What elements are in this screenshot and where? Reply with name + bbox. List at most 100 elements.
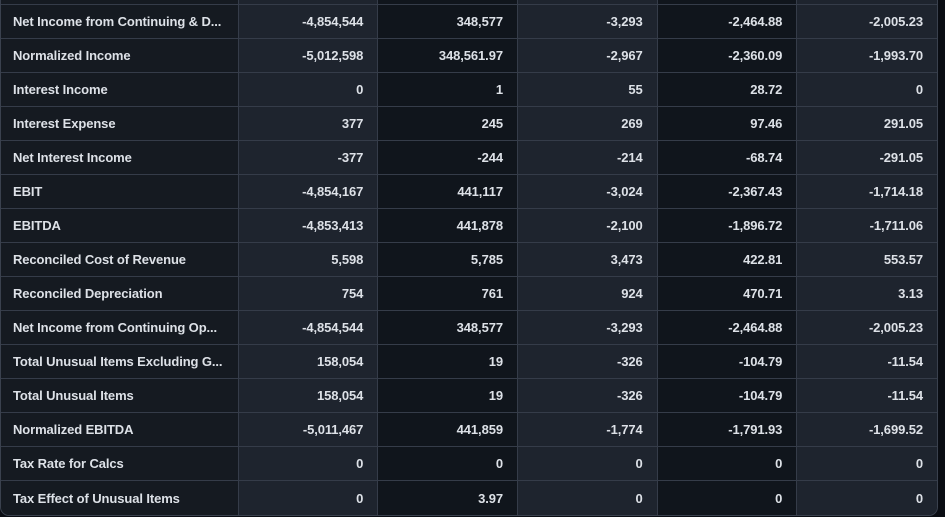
row-label: EBIT	[1, 175, 239, 208]
value-cell: -2,967	[517, 39, 658, 72]
table-row[interactable]: EBIT -4,854,167 441,117 -3,024 -2,367.43 -1,7…	[1, 175, 937, 209]
table-row[interactable]: Net Interest Income -377 -244 -214 -68.74 -29…	[1, 141, 937, 175]
value-cell: -4,854,544	[238, 311, 379, 344]
value-cell: 3.97	[378, 481, 518, 515]
table-row[interactable]: Reconciled Cost of Revenue 5,598 5,785 3,47…	[1, 243, 937, 277]
value-cell: 158,054	[238, 345, 379, 378]
row-label: Reconciled Depreciation	[1, 277, 239, 310]
value-cell: 245	[378, 107, 518, 140]
value-cell: 348,577	[378, 5, 518, 38]
value-cell: -2,100	[517, 209, 658, 242]
value-cell: 0	[517, 481, 658, 515]
table-row[interactable]: Reconciled Depreciation 754 761 924 470.71 3.…	[1, 277, 937, 311]
value-cell: -2,005.23	[797, 311, 937, 344]
value-cell: 0	[797, 447, 937, 480]
value-cell: -1,993.70	[797, 39, 937, 72]
value-cell: -4,854,167	[238, 175, 379, 208]
value-cell: -3,024	[517, 175, 658, 208]
value-cell: -1,791.93	[657, 413, 798, 446]
value-cell: 0	[797, 73, 937, 106]
value-cell: 422.81	[657, 243, 798, 276]
value-cell: -2,367.43	[657, 175, 798, 208]
value-cell: 291.05	[797, 107, 937, 140]
table-row[interactable]: Interest Income 0 1 55 28.72 0	[1, 73, 937, 107]
value-cell: -104.79	[657, 379, 798, 412]
value-cell: -3,293	[517, 311, 658, 344]
value-cell: -1,774	[517, 413, 658, 446]
value-cell: -291.05	[797, 141, 937, 174]
value-cell	[657, 0, 798, 4]
value-cell: 97.46	[657, 107, 798, 140]
table-row[interactable]: Interest Expense 377 245 269 97.46 291.05	[1, 107, 937, 141]
row-label: EBITDA	[1, 209, 239, 242]
table-row[interactable]: Tax Rate for Calcs 0 0 0 0 0	[1, 447, 937, 481]
table-row[interactable]: Total Unusual Items Excluding G... 158,05…	[1, 345, 937, 379]
row-label: Net Income from Continuing & D...	[1, 5, 239, 38]
table-row[interactable]: EBITDA -4,853,413 441,878 -2,100 -1,896.72 -1…	[1, 209, 937, 243]
value-cell: -326	[517, 379, 658, 412]
value-cell: 441,117	[378, 175, 518, 208]
value-cell: 761	[378, 277, 518, 310]
table-row[interactable]: Total Unusual Items 158,054 19 -326 -104.79-…	[1, 379, 937, 413]
table-row-partial	[1, 0, 937, 5]
value-cell: 19	[378, 345, 518, 378]
value-cell: -1,699.52	[797, 413, 937, 446]
value-cell: -68.74	[657, 141, 798, 174]
row-label: Normalized EBITDA	[1, 413, 239, 446]
value-cell: 377	[238, 107, 379, 140]
table-row[interactable]: Normalized Income -5,012,598 348,561.97 -2,…	[1, 39, 937, 73]
table-row[interactable]: Tax Effect of Unusual Items 0 3.97 0 0 0	[1, 481, 937, 515]
value-cell: -4,854,544	[238, 5, 379, 38]
value-cell: -1,711.06	[797, 209, 937, 242]
value-cell: 924	[517, 277, 658, 310]
value-cell: -2,360.09	[657, 39, 798, 72]
value-cell	[517, 0, 658, 4]
value-cell: 5,598	[238, 243, 379, 276]
table-row[interactable]: Net Income from Continuing & D... -4,854,…	[1, 5, 937, 39]
value-cell: 754	[238, 277, 379, 310]
table-row[interactable]: Normalized EBITDA -5,011,467 441,859 -1,774…	[1, 413, 937, 447]
value-cell: -5,011,467	[238, 413, 379, 446]
value-cell: -326	[517, 345, 658, 378]
value-cell: 19	[378, 379, 518, 412]
value-cell: -5,012,598	[238, 39, 379, 72]
value-cell: 3,473	[517, 243, 658, 276]
value-cell: -4,853,413	[238, 209, 379, 242]
row-label: Normalized Income	[1, 39, 239, 72]
row-label: Net Income from Continuing Op...	[1, 311, 239, 344]
table-row[interactable]: Net Income from Continuing Op... -4,854,5…	[1, 311, 937, 345]
value-cell: -2,464.88	[657, 5, 798, 38]
value-cell: -2,464.88	[657, 311, 798, 344]
row-label: Tax Rate for Calcs	[1, 447, 239, 480]
value-cell: 0	[657, 447, 798, 480]
value-cell: 55	[517, 73, 658, 106]
value-cell	[378, 0, 518, 4]
row-label	[1, 0, 239, 4]
value-cell: 158,054	[238, 379, 379, 412]
value-cell	[797, 0, 937, 4]
value-cell: 553.57	[797, 243, 937, 276]
row-label: Interest Expense	[1, 107, 239, 140]
value-cell: 441,878	[378, 209, 518, 242]
value-cell: -377	[238, 141, 379, 174]
value-cell: -1,714.18	[797, 175, 937, 208]
value-cell: 0	[657, 481, 798, 515]
value-cell: -104.79	[657, 345, 798, 378]
value-cell: 1	[378, 73, 518, 106]
value-cell: -11.54	[797, 345, 937, 378]
value-cell: -214	[517, 141, 658, 174]
value-cell: 269	[517, 107, 658, 140]
value-cell: -1,896.72	[657, 209, 798, 242]
value-cell: -11.54	[797, 379, 937, 412]
row-label: Interest Income	[1, 73, 239, 106]
value-cell: 3.13	[797, 277, 937, 310]
value-cell: 0	[238, 447, 379, 480]
row-label: Net Interest Income	[1, 141, 239, 174]
value-cell: 0	[797, 481, 937, 515]
value-cell: -244	[378, 141, 518, 174]
value-cell: 5,785	[378, 243, 518, 276]
value-cell: 470.71	[657, 277, 798, 310]
value-cell: 0	[378, 447, 518, 480]
